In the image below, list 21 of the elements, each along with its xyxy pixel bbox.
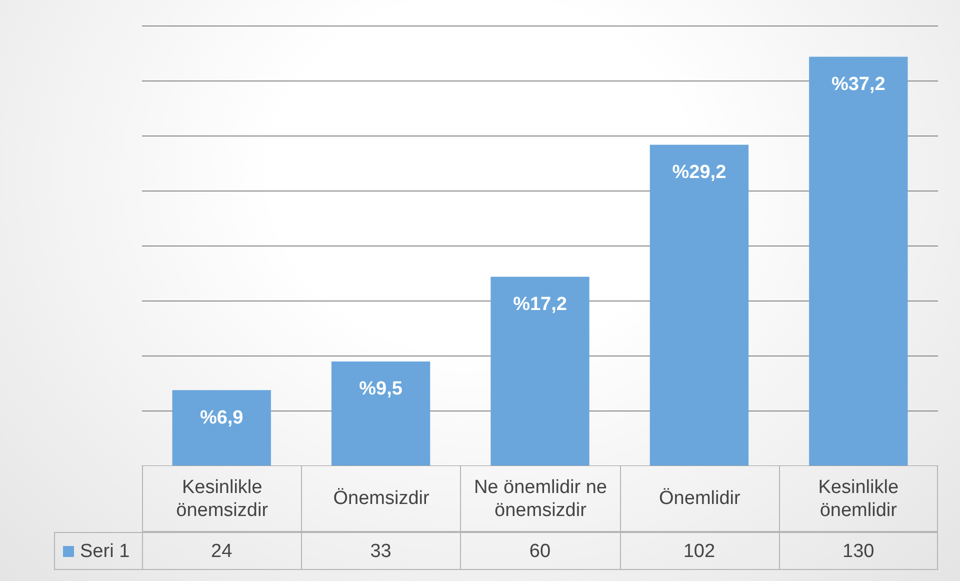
- x-tick-label: Ne önemlidir ne önemsizdir: [460, 466, 620, 532]
- data-label: %37,2: [831, 74, 886, 96]
- bar: [809, 56, 908, 466]
- bar: [490, 276, 590, 466]
- bar: [650, 144, 749, 466]
- data-label: %9,5: [359, 378, 403, 400]
- text: 102: [620, 532, 779, 570]
- text: 24: [142, 532, 302, 570]
- legend-label: Seri 1: [80, 540, 130, 562]
- data-label: %6,9: [200, 407, 244, 428]
- x-tick-label: Önemsizdir: [301, 466, 460, 532]
- data-label: %17,2: [513, 294, 567, 316]
- data-label: %29,2: [672, 162, 726, 184]
- x-tick-label: Kesinlikle önemsizdir: [142, 466, 302, 532]
- text: 130: [778, 532, 938, 570]
- text: 60: [460, 532, 620, 570]
- x-tick-label: Önemlidir: [620, 466, 779, 532]
- bar: [331, 362, 430, 466]
- text: 33: [301, 532, 460, 570]
- bar: [172, 390, 271, 466]
- x-tick-label: Kesinlikle önemlidir: [778, 466, 938, 532]
